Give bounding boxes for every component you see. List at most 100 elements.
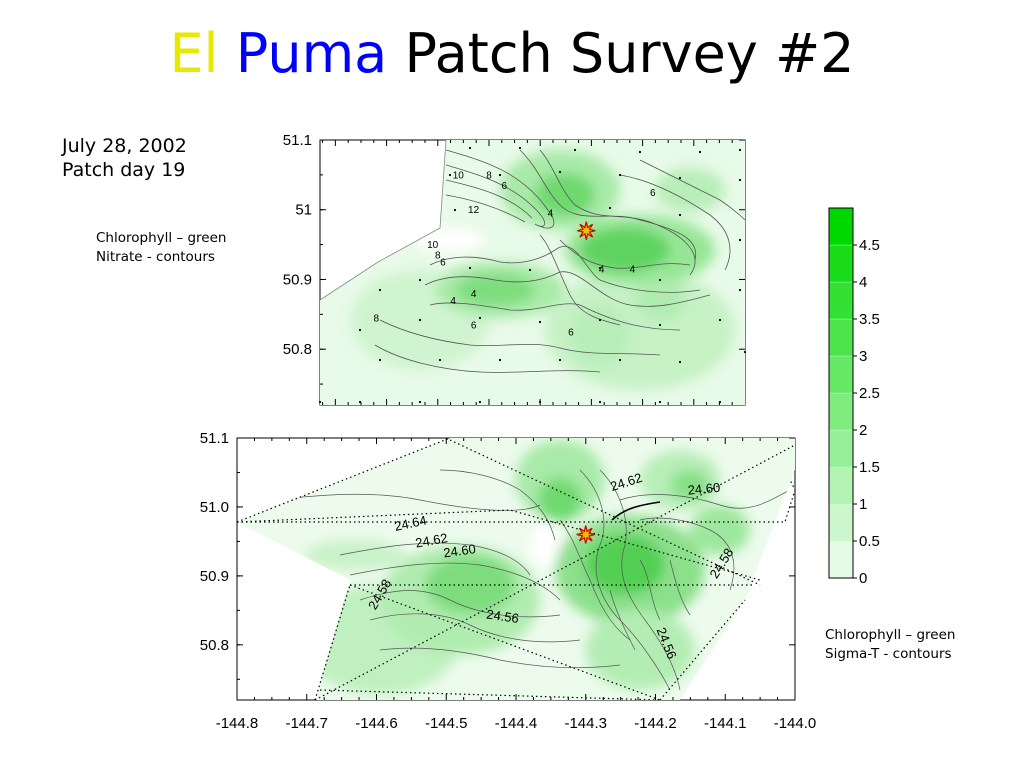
station-point [318, 400, 322, 404]
bottom-x-axis: -144.8 -144.7 -144.6 -144.5 -144.4 -144.3 -144… [216, 438, 816, 732]
station-point [698, 150, 702, 154]
bottom-y-tick-label: 50.9 [200, 568, 229, 585]
bottom-x-tick-label: -144.6 [355, 715, 398, 732]
bottom-map: 51.151.050.950.8 -144.8 -144.7 -144.6 -144.… [200, 430, 816, 732]
top-contour-label: 8 [435, 251, 441, 262]
station-point [598, 318, 602, 322]
top-contour-label: 10 [427, 240, 439, 251]
station-point [658, 278, 662, 282]
bottom-drogue-star-icon [576, 525, 595, 544]
colorbar-cell [828, 540, 854, 579]
station-point [378, 288, 382, 292]
top-contour-label: 4 [471, 289, 477, 300]
top-x-ticks [322, 140, 733, 405]
station-point [738, 148, 742, 152]
station-point [718, 400, 722, 404]
top-station-points [318, 146, 747, 404]
bottom-y-axis: 51.1 51.0 50.9 50.8 [200, 430, 795, 680]
bottom-contour-label: 24.60 [687, 480, 721, 498]
title-rest: Patch Survey #2 [404, 22, 855, 85]
bottom-ship-track [236, 437, 796, 701]
colorbar-label: 0.5 [859, 533, 880, 550]
slide-title: El Puma Patch Survey #2 [0, 18, 1024, 90]
bottom-y-tick-label: 50.8 [200, 637, 229, 654]
top-y-tick-label: 50.9 [283, 271, 312, 288]
station-point [598, 266, 602, 270]
station-point [538, 320, 542, 324]
colorbar-label: 4.5 [859, 237, 880, 254]
station-point [678, 213, 682, 217]
station-point [678, 176, 682, 180]
top-contour-label: 8 [486, 170, 492, 181]
station-point [638, 150, 642, 154]
top-contour-label: 4 [450, 296, 456, 307]
station-point [448, 173, 452, 177]
bottom-x-tick-label: -144.4 [495, 715, 538, 732]
station-point [478, 400, 482, 404]
colorbar-cell [828, 244, 854, 283]
top-y-tick-label: 51 [295, 202, 312, 219]
date-line: July 28, 2002 [62, 135, 187, 157]
station-point [528, 268, 532, 272]
top-contour-label: 6 [650, 188, 656, 199]
bottom-y-tick-label: 51.0 [200, 499, 229, 516]
station-point [598, 400, 602, 404]
station-point [738, 178, 742, 182]
bottom-map-legend-note: Chlorophyll – green Sigma-T - contours [825, 626, 955, 664]
station-point [358, 328, 362, 332]
station-point [453, 208, 457, 212]
station-point [518, 146, 522, 150]
station-point [558, 170, 562, 174]
station-point [378, 358, 382, 362]
colorbar-label: 3 [859, 348, 867, 365]
bottom-x-tick-label: -144.2 [634, 715, 677, 732]
top-contour-label: 8 [374, 313, 380, 324]
station-point [498, 358, 502, 362]
bottom-legend-line1: Chlorophyll – green [825, 627, 956, 643]
date-note: July 28, 2002 Patch day 19 [62, 134, 187, 182]
station-point [738, 288, 742, 292]
top-legend-line1: Chlorophyll – green [96, 230, 227, 246]
bottom-x-tick-label: -144.5 [425, 715, 468, 732]
station-point [478, 316, 482, 320]
colorbar-label: 3.5 [859, 311, 880, 328]
station-point [658, 323, 662, 327]
bottom-x-tick-label: -144.3 [564, 715, 607, 732]
station-point [618, 173, 622, 177]
top-chlorophyll-field [320, 140, 745, 405]
top-drogue-star-icon [577, 221, 596, 240]
colorbar-cell [828, 392, 854, 431]
station-point [658, 400, 662, 404]
colorbar-cell [828, 318, 854, 357]
title-el: El [169, 22, 219, 85]
colorbar-label: 1 [859, 496, 867, 513]
colorbar-cell [828, 429, 854, 468]
colorbar-label: 0 [859, 570, 867, 587]
top-map-legend-note: Chlorophyll – green Nitrate - contours [96, 229, 226, 267]
colorbar-label: 2.5 [859, 385, 880, 402]
top-contour-label: 6 [568, 327, 574, 338]
colorbar-label: 1.5 [859, 459, 880, 476]
top-contour-label: 4 [548, 209, 554, 220]
top-contour-label: 12 [468, 205, 480, 216]
patch-day-line: Patch day 19 [62, 159, 186, 181]
chlorophyll-colorbar: 0 0.5 1 1.5 2 2.5 3 3.5 4 4.5 [828, 207, 880, 587]
colorbar-label: 4 [859, 274, 867, 291]
station-point [418, 318, 422, 322]
bottom-contour-label: 24.60 [442, 541, 476, 560]
top-y-tick-label: 50.8 [283, 341, 312, 358]
bottom-x-tick-label: -144.1 [704, 715, 747, 732]
station-point [743, 350, 747, 354]
bottom-x-tick-label: -144.8 [216, 715, 259, 732]
drogue-star-shape [576, 525, 595, 544]
station-point [573, 148, 577, 152]
top-contour-label: 10 [453, 170, 465, 181]
bottom-y-tick-label: 51.1 [200, 430, 229, 447]
top-nitrate-contours [374, 149, 745, 373]
station-point [438, 358, 442, 362]
colorbar-cell [828, 281, 854, 320]
station-point [418, 400, 422, 404]
station-point [558, 358, 562, 362]
